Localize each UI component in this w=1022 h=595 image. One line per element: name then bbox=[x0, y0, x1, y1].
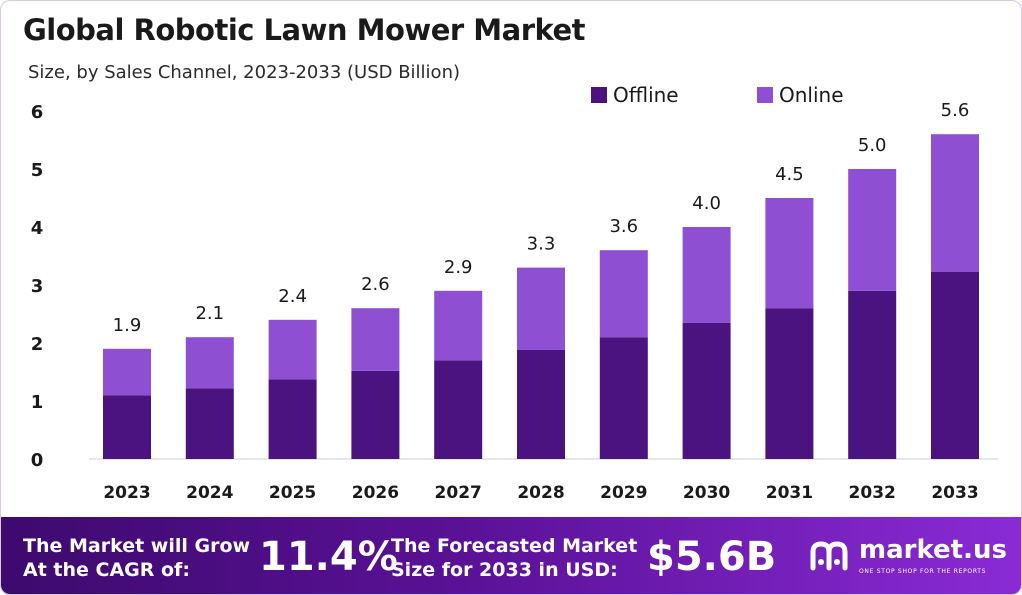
y-tick-label: 5 bbox=[31, 160, 44, 181]
bar-online-2032 bbox=[848, 169, 897, 291]
bar-total-label: 3.6 bbox=[609, 216, 638, 237]
bars-group: 1.9 2.1 2.4 2.6 2.9 3.3 3.6 4.0 4.5 5.0 5.6 bbox=[103, 100, 979, 459]
cagr-value: 11.4% bbox=[259, 534, 398, 580]
bar-total-label: 2.9 bbox=[444, 257, 473, 278]
x-tick-label: 2028 bbox=[517, 483, 564, 503]
y-axis: 0 1 2 3 4 5 6 bbox=[31, 102, 998, 471]
bar-offline-2023 bbox=[103, 395, 151, 459]
y-tick-label: 1 bbox=[31, 392, 44, 413]
bar-online-2030 bbox=[682, 227, 731, 323]
bar-total-label: 3.3 bbox=[527, 234, 556, 255]
bar-online-2033 bbox=[931, 134, 979, 272]
bar-online-2023 bbox=[103, 348, 151, 396]
bar-total-label: 4.0 bbox=[692, 193, 721, 214]
stacked-bar-chart: Offline Online 0 1 2 3 4 5 6 1.9 2.1 2.4 2.6 2.9 3.3… bbox=[31, 83, 998, 503]
bar-offline-2026 bbox=[351, 370, 400, 459]
x-tick-label: 2032 bbox=[849, 483, 896, 503]
x-tick-label: 2025 bbox=[269, 483, 316, 503]
cagr-label: The Market will Grow At the CAGR of: bbox=[23, 534, 250, 582]
bar-total-label: 5.6 bbox=[941, 100, 970, 121]
bar-offline-2031 bbox=[765, 308, 814, 459]
brand-tagline: ONE STOP SHOP FOR THE REPORTS bbox=[859, 568, 987, 575]
bar-total-label: 2.1 bbox=[195, 303, 224, 324]
forecast-value: $5.6B bbox=[647, 534, 777, 580]
bar-offline-2027 bbox=[434, 360, 483, 459]
forecast-label: The Forecasted Market Size for 2033 in U… bbox=[391, 534, 637, 582]
footer-banner: The Market will Grow At the CAGR of: 11.… bbox=[1, 517, 1021, 594]
legend-label-offline: Offline bbox=[613, 83, 679, 107]
y-tick-label: 3 bbox=[31, 276, 44, 297]
bar-offline-2024 bbox=[185, 388, 234, 459]
legend-swatch-online bbox=[757, 87, 773, 103]
brand-name: market.us bbox=[859, 535, 1007, 565]
x-tick-label: 2024 bbox=[186, 483, 233, 503]
bar-online-2024 bbox=[185, 337, 234, 389]
chart-subtitle: Size, by Sales Channel, 2023-2033 (USD B… bbox=[28, 62, 460, 83]
bar-total-label: 5.0 bbox=[858, 135, 887, 156]
x-tick-label: 2023 bbox=[103, 483, 150, 503]
bar-online-2029 bbox=[599, 250, 648, 338]
x-tick-label: 2027 bbox=[435, 483, 482, 503]
x-tick-label: 2031 bbox=[766, 483, 813, 503]
bar-offline-2033 bbox=[931, 271, 979, 459]
chart-title: Global Robotic Lawn Mower Market bbox=[23, 13, 586, 47]
x-tick-label: 2026 bbox=[352, 483, 399, 503]
bar-total-label: 2.6 bbox=[361, 274, 390, 295]
x-axis: 2023 2024 2025 2026 2027 2028 2029 2030 2031 2032… bbox=[103, 483, 978, 503]
bar-online-2028 bbox=[517, 267, 565, 350]
bar-offline-2028 bbox=[517, 349, 565, 459]
bar-online-2025 bbox=[268, 319, 317, 380]
bar-total-label: 1.9 bbox=[113, 315, 142, 336]
bar-online-2026 bbox=[351, 308, 400, 371]
legend-swatch-offline bbox=[591, 87, 607, 103]
y-tick-label: 4 bbox=[31, 218, 44, 239]
x-tick-label: 2033 bbox=[931, 483, 978, 503]
y-tick-label: 0 bbox=[31, 450, 44, 471]
bar-online-2031 bbox=[765, 198, 814, 309]
forecast-label-line1: The Forecasted Market bbox=[391, 535, 638, 557]
y-tick-label: 2 bbox=[31, 334, 44, 355]
bar-total-label: 2.4 bbox=[278, 286, 307, 307]
legend-label-online: Online bbox=[779, 83, 844, 107]
chart-legend: Offline Online bbox=[591, 83, 844, 107]
bar-offline-2029 bbox=[599, 337, 648, 459]
cagr-label-line1: The Market will Grow bbox=[23, 535, 251, 557]
bar-online-2027 bbox=[434, 290, 483, 361]
x-tick-label: 2030 bbox=[683, 483, 730, 503]
y-tick-label: 6 bbox=[31, 102, 44, 123]
bar-offline-2030 bbox=[682, 322, 731, 459]
bar-total-label: 4.5 bbox=[775, 164, 804, 185]
bar-offline-2025 bbox=[268, 379, 317, 459]
forecast-label-line2: Size for 2033 in USD: bbox=[391, 559, 618, 581]
x-tick-label: 2029 bbox=[600, 483, 647, 503]
bar-offline-2032 bbox=[848, 290, 897, 459]
market-us-logo-icon bbox=[810, 541, 848, 571]
cagr-label-line2: At the CAGR of: bbox=[23, 559, 190, 581]
